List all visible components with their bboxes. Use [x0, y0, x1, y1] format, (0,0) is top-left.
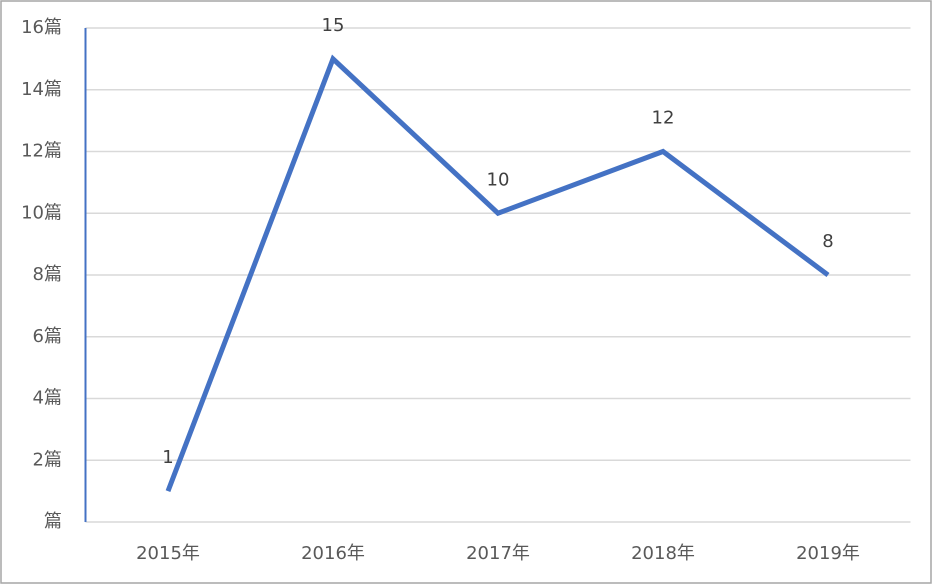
data-label: 1	[162, 447, 173, 468]
y-tick-label: 10篇	[21, 202, 62, 223]
line-series	[165, 54, 830, 493]
y-tick-label: 6篇	[33, 326, 62, 347]
data-label: 10	[487, 169, 510, 190]
x-tick-label: 2015年	[136, 543, 200, 564]
data-label: 15	[322, 15, 345, 36]
y-tick-label: 8篇	[33, 264, 62, 285]
data-label: 8	[822, 231, 833, 252]
x-tick-label: 2016年	[301, 543, 365, 564]
x-tick-label: 2018年	[631, 543, 695, 564]
y-tick-label: 篇	[44, 511, 62, 532]
x-tick-label: 2019年	[796, 543, 860, 564]
y-tick-label: 12篇	[21, 141, 62, 162]
y-tick-label: 2篇	[33, 449, 62, 470]
x-tick-label: 2017年	[466, 543, 530, 564]
y-tick-label: 4篇	[33, 388, 62, 409]
data-label: 12	[652, 108, 675, 129]
y-tick-label: 14篇	[21, 79, 62, 100]
y-tick-label: 16篇	[21, 17, 62, 38]
